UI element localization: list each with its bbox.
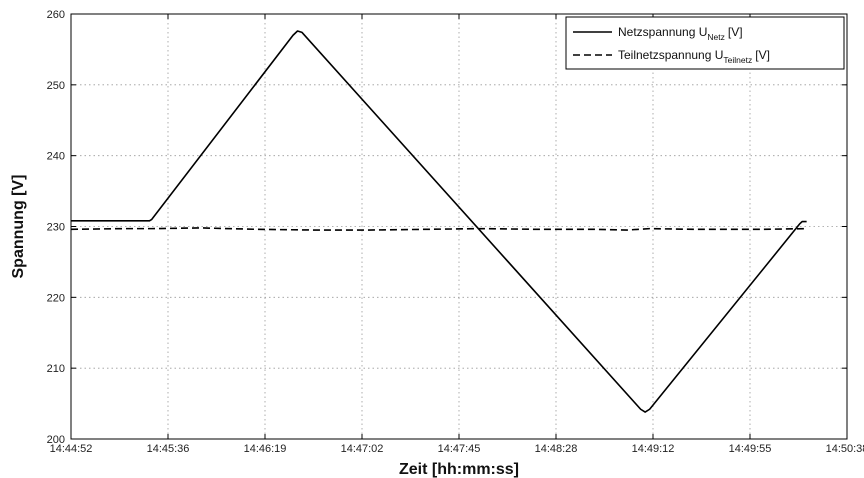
x-tick-label: 14:44:52 [50,443,93,455]
x-tick-label: 14:48:28 [535,443,578,455]
series-line-1 [71,30,807,413]
y-tick-label: 250 [47,80,65,92]
legend-box [565,16,845,70]
y-axis-title: Spannung [V] [10,175,27,279]
axis-ticks: 14:44:52 14:45:36 14:46:19 14:47:02 14:47:45… [47,9,864,455]
y-tick-label: 260 [47,9,65,21]
legend-label-1: Netzspannung UNetz [V] [618,25,743,42]
x-tick-label: 14:50:38 [826,443,864,455]
series-line-2 [70,227,807,231]
y-tick-label: 240 [47,151,65,163]
grid [71,14,847,439]
x-tick-label: 14:45:36 [147,443,190,455]
x-tick-label: 14:47:45 [438,443,481,455]
legend: Netzspannung UNetz [V] Teilnetzspannung UT… [565,16,845,70]
series-group [70,30,807,413]
y-tick-label: 200 [47,434,65,446]
x-tick-label: 14:47:02 [341,443,384,455]
x-tick-label: 14:49:55 [729,443,772,455]
x-tick-label: 14:49:12 [632,443,675,455]
y-tick-label: 220 [47,292,65,304]
y-tick-label: 210 [47,363,65,375]
y-tick-label: 230 [47,222,65,234]
x-tick-label: 14:46:19 [244,443,287,455]
legend-label-2: Teilnetzspannung UTeilnetz [V] [618,48,770,65]
x-axis-title: Zeit [hh:mm:ss] [399,461,519,478]
